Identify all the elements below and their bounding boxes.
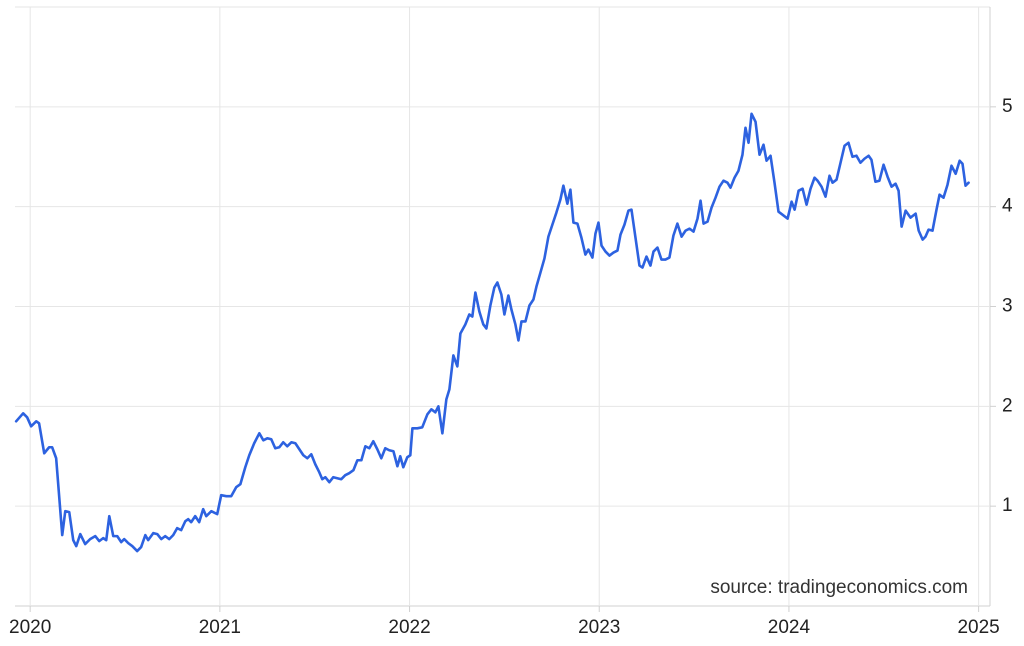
data-line — [14, 112, 970, 553]
y-tick-label: 3 — [1002, 296, 1013, 317]
x-tick-label: 2024 — [768, 617, 811, 638]
y-tick-label: 2 — [1002, 395, 1013, 416]
y-tick-label: 4 — [1002, 196, 1013, 217]
y-tick-label: 5 — [1002, 96, 1013, 117]
y-tick-label: 1 — [1002, 495, 1013, 516]
x-tick-label: 2022 — [388, 617, 430, 638]
x-tick-label: 2020 — [9, 617, 51, 638]
x-tick-label: 2025 — [957, 617, 999, 638]
x-tick-label: 2021 — [199, 617, 241, 638]
source-annotation: source: tradingeconomics.com — [710, 577, 968, 598]
x-tick-label: 2023 — [578, 617, 620, 638]
